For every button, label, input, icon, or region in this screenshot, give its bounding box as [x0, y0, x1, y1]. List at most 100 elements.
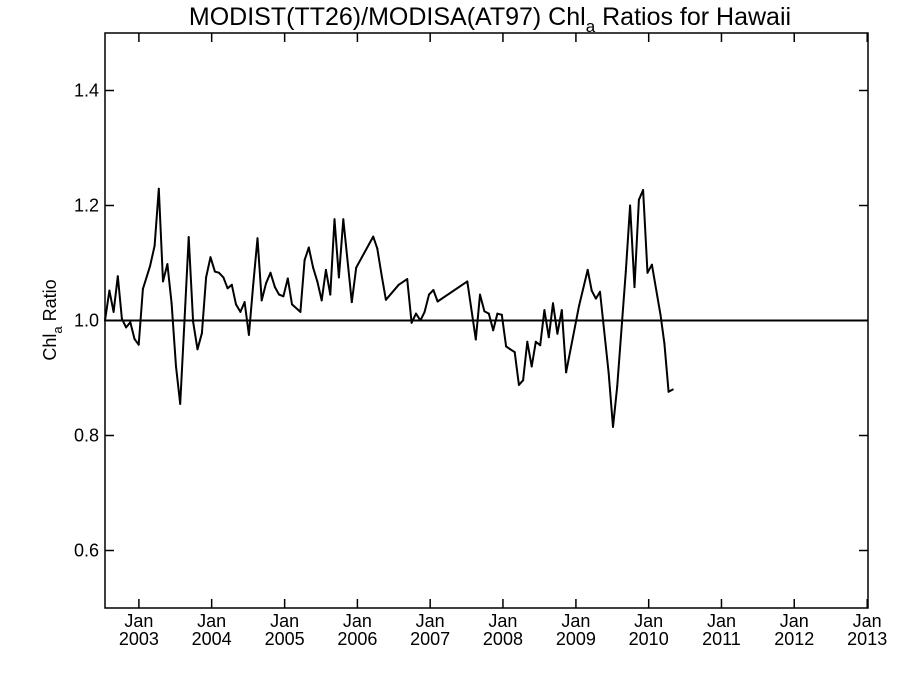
data-point: [187, 236, 190, 239]
data-point: [218, 271, 220, 274]
data-point: [637, 198, 640, 201]
data-point: [141, 287, 144, 290]
series-line: [104, 187, 674, 428]
x-tick-month-label: Jan: [853, 611, 882, 631]
data-point: [125, 326, 128, 329]
data-point: [667, 390, 670, 393]
data-point: [342, 218, 345, 221]
data-point: [612, 425, 614, 428]
y-tick-label: 1.2: [74, 196, 99, 216]
x-tick-year-label: 2005: [265, 629, 305, 649]
x-tick-month-label: Jan: [197, 611, 226, 631]
data-point: [312, 266, 315, 269]
data-point: [316, 280, 319, 283]
data-point: [517, 383, 520, 386]
data-point: [273, 286, 276, 289]
data-point: [324, 268, 327, 271]
data-point: [547, 336, 550, 339]
data-point: [594, 297, 597, 300]
data-point: [376, 247, 379, 250]
data-point: [299, 310, 302, 313]
data-point: [590, 289, 593, 292]
x-tick-month-label: Jan: [488, 611, 517, 631]
data-point: [539, 344, 542, 347]
data-point: [616, 385, 619, 388]
data-point: [149, 264, 152, 267]
data-point: [586, 268, 589, 271]
x-tick-month-label: Jan: [634, 611, 663, 631]
data-point: [235, 303, 237, 306]
data-point: [492, 329, 495, 332]
data-point: [560, 309, 563, 312]
data-point: [209, 256, 212, 259]
x-tick-month-label: Jan: [343, 611, 372, 631]
data-point: [646, 271, 649, 274]
data-point: [286, 277, 289, 280]
data-point: [384, 298, 387, 301]
data-point: [205, 276, 208, 279]
data-point: [329, 293, 332, 296]
x-tick-year-label: 2013: [847, 629, 887, 649]
data-point: [526, 340, 529, 343]
data-point: [663, 342, 666, 345]
data-point: [213, 270, 216, 273]
data-point: [578, 304, 581, 307]
data-point: [419, 319, 422, 322]
data-point: [196, 348, 199, 351]
data-point: [607, 371, 610, 374]
data-point: [410, 321, 413, 324]
data-point: [500, 313, 503, 316]
y-axis: 0.6 0.8 1.0 1.2 1.4: [74, 81, 868, 561]
data-point: [116, 275, 119, 278]
data-point: [350, 301, 353, 304]
data-point: [406, 278, 409, 281]
data-point: [513, 351, 516, 354]
data-point: [108, 289, 111, 292]
data-point: [162, 280, 164, 283]
data-point: [671, 388, 674, 391]
data-point: [256, 237, 259, 240]
x-tick-month-label: Jan: [416, 611, 445, 631]
data-point: [496, 312, 499, 315]
data-point: [372, 235, 375, 238]
data-point: [380, 273, 383, 276]
data-point: [170, 302, 173, 305]
data-point: [522, 379, 525, 382]
data-point: [505, 345, 508, 348]
x-tick-year-label: 2009: [556, 629, 596, 649]
data-point: [355, 266, 358, 269]
y-tick-label: 0.6: [74, 541, 99, 561]
data-point: [166, 263, 169, 266]
data-point: [133, 337, 136, 340]
data-point: [153, 244, 156, 247]
data-point: [483, 310, 486, 313]
data-point: [659, 313, 662, 316]
data-point: [320, 299, 323, 302]
x-tick-month-label: Jan: [270, 611, 299, 631]
data-point: [307, 246, 310, 249]
x-tick-month-label: Jan: [561, 611, 590, 631]
x-tick-month-label: Jan: [124, 611, 153, 631]
x-tick-month-label: Jan: [707, 611, 736, 631]
y-axis-label: Chla Ratio: [40, 279, 65, 360]
data-point: [183, 319, 186, 322]
data-point: [423, 310, 426, 313]
data-point: [530, 365, 533, 368]
data-point: [552, 302, 554, 305]
data-point: [556, 332, 559, 335]
x-tick-month-label: Jan: [780, 611, 809, 631]
data-point: [642, 189, 645, 191]
data-point: [200, 332, 203, 335]
x-tick-year-label: 2007: [410, 629, 450, 649]
data-point: [534, 340, 537, 343]
data-point: [243, 301, 246, 304]
data-point: [192, 320, 195, 323]
data-point: [415, 312, 417, 315]
x-tick-year-label: 2003: [119, 629, 159, 649]
data-point: [629, 204, 632, 207]
x-axis: Jan2003Jan2004Jan2005Jan2006Jan2007Jan20…: [119, 33, 887, 649]
data-point: [239, 310, 242, 313]
data-point: [179, 402, 182, 405]
data-point: [112, 310, 115, 313]
